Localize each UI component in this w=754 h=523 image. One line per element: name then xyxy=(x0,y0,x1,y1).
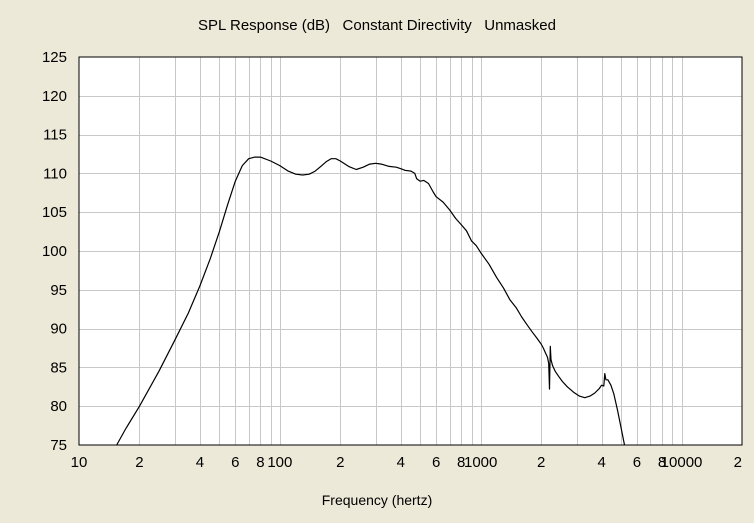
spl-response-line xyxy=(116,156,626,446)
plot-frame xyxy=(78,56,743,446)
grid-lines xyxy=(79,57,742,445)
x-tick-label: 6 xyxy=(633,454,641,471)
x-axis-label: Frequency (hertz) xyxy=(321,492,433,508)
x-tick-label: 2 xyxy=(734,454,742,471)
series-group xyxy=(116,156,626,446)
y-tick-label: 90 xyxy=(50,321,67,338)
x-tick-label: 8 xyxy=(256,454,264,471)
x-tick-label: 2 xyxy=(135,454,143,471)
x-tick-label: 8 xyxy=(457,454,465,471)
y-tick-label: 80 xyxy=(50,398,67,415)
x-tick-label: 6 xyxy=(432,454,440,471)
y-tick-label: 120 xyxy=(42,88,67,105)
y-tick-label: 105 xyxy=(42,204,67,221)
x-tick-label: 10 xyxy=(71,454,88,471)
x-tick-label: 4 xyxy=(597,454,605,471)
y-tick-label: 85 xyxy=(50,359,67,376)
y-tick-label: 75 xyxy=(50,437,67,454)
y-tick-labels: 125 120 115 110 105 100 95 90 85 80 75 xyxy=(42,49,67,454)
x-tick-label: 6 xyxy=(231,454,239,471)
x-tick-label: 2 xyxy=(336,454,344,471)
x-tick-label: 10000 xyxy=(661,454,703,471)
y-tick-label: 100 xyxy=(42,243,67,260)
x-tick-label: 4 xyxy=(397,454,405,471)
y-tick-label: 110 xyxy=(43,165,67,182)
x-tick-label: 4 xyxy=(196,454,204,471)
y-tick-label: 125 xyxy=(42,49,67,66)
y-tick-label: 95 xyxy=(50,282,67,299)
x-tick-label: 100 xyxy=(267,454,292,471)
x-tick-label: 8 xyxy=(658,454,666,471)
x-tick-label: 2 xyxy=(537,454,545,471)
y-tick-label: 115 xyxy=(43,127,67,144)
x-tick-label: 1000 xyxy=(464,454,497,471)
chart-title: SPL Response (dB) Constant Directivity U… xyxy=(198,17,556,34)
